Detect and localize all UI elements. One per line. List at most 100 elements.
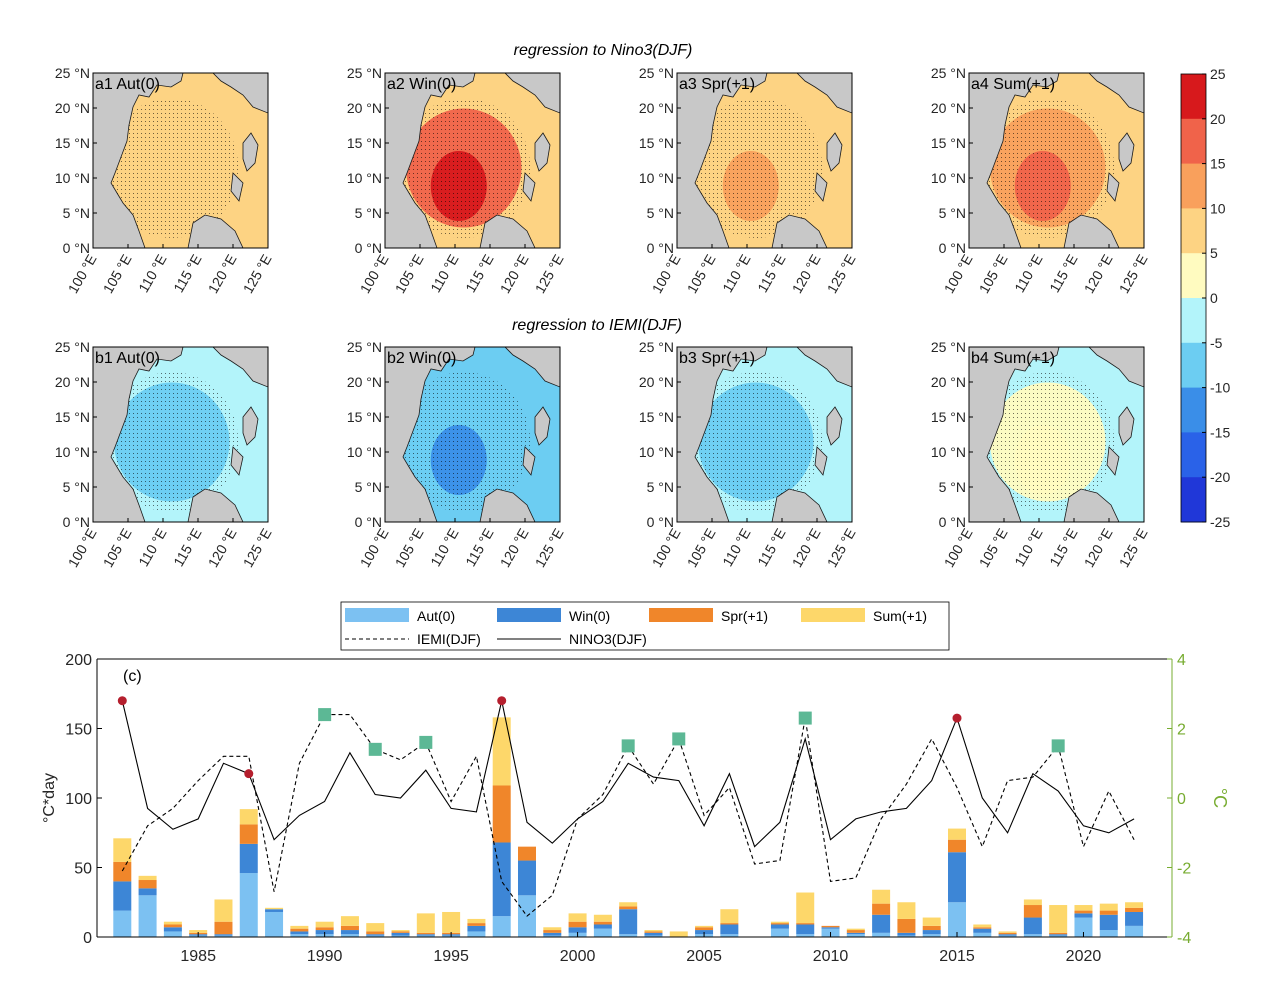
- bar-segment-aut-0-: [644, 935, 663, 937]
- bar-segment-win-0-: [872, 914, 891, 933]
- bar-segment-spr-1-: [1074, 910, 1093, 914]
- lat-tick-label: 20 °N: [639, 374, 674, 390]
- bar-segment-sum-1-: [467, 918, 486, 924]
- bar-segment-spr-1-: [593, 921, 612, 925]
- lon-tick-label: 100 °E: [357, 526, 392, 571]
- x-tick-label: 1990: [307, 948, 343, 965]
- lat-tick-label: 0 °N: [355, 240, 382, 256]
- map-significance-stippling: [689, 372, 823, 512]
- bar-segment-aut-0-: [1125, 925, 1144, 937]
- y-right-tick-label: 0: [1177, 791, 1186, 808]
- map-significance-stippling: [981, 98, 1115, 238]
- bar-segment-spr-1-: [619, 906, 638, 910]
- lat-tick-label: 20 °N: [55, 374, 90, 390]
- y-left-tick-label: 150: [65, 722, 92, 739]
- map-panel-label: a2 Win(0): [387, 76, 456, 93]
- lon-tick-label: 105 °E: [392, 526, 427, 571]
- lon-tick-label: 125 °E: [1116, 526, 1151, 571]
- lat-tick-label: 5 °N: [939, 479, 966, 495]
- bar-segment-spr-1-: [214, 921, 233, 935]
- bar-segment-spr-1-: [644, 931, 663, 933]
- bar-segment-spr-1-: [846, 930, 865, 933]
- map-panel-label: b2 Win(0): [387, 350, 456, 367]
- bar-segment-win-0-: [948, 852, 966, 903]
- bar-segment-win-0-: [1125, 911, 1144, 926]
- lon-tick-label: 120 °E: [789, 526, 824, 571]
- lat-tick-label: 0 °N: [355, 514, 382, 530]
- map-panel: a2 Win(0) 0 °N 5 °N 10 °N 15 °N 20 °N 25 °N 100…: [347, 65, 567, 296]
- map-frame: [92, 346, 269, 523]
- bar-segment-win-0-: [644, 932, 663, 936]
- bar-segment-sum-1-: [492, 717, 511, 786]
- lon-tick-label: 105 °E: [684, 252, 719, 297]
- bar-segment-spr-1-: [973, 927, 992, 929]
- bar-segment-sum-1-: [593, 914, 612, 922]
- colorbar-tick-label: 15: [1210, 156, 1226, 172]
- bar-segment-win-0-: [391, 932, 410, 936]
- lat-tick-label: 15 °N: [639, 409, 674, 425]
- bar-segment-aut-0-: [113, 910, 132, 937]
- lon-tick-label: 110 °E: [719, 252, 753, 296]
- legend-label: IEMI(DJF): [417, 631, 481, 647]
- lon-tick-label: 115 °E: [170, 252, 204, 296]
- bar-segment-sum-1-: [1023, 899, 1042, 906]
- bar-segment-spr-1-: [1125, 907, 1144, 912]
- bar-segment-aut-0-: [340, 934, 359, 937]
- y-right-tick-label: -4: [1177, 930, 1191, 947]
- legend-swatch: [801, 608, 865, 622]
- lat-tick-label: 5 °N: [63, 205, 90, 221]
- iemi-event-marker: [621, 739, 635, 753]
- lon-tick-label: 105 °E: [684, 526, 719, 571]
- x-tick-label: 2020: [1066, 948, 1102, 965]
- legend-label: Sum(+1): [873, 608, 927, 624]
- map-panel: a3 Spr(+1) 0 °N 5 °N 10 °N 15 °N 20 °N 25 °N 10…: [639, 65, 859, 296]
- bar-segment-win-0-: [922, 930, 941, 935]
- bar-segment-win-0-: [897, 932, 916, 936]
- lat-tick-label: 25 °N: [931, 339, 966, 355]
- bar-segment-sum-1-: [948, 828, 966, 840]
- bar-segment-aut-0-: [897, 935, 916, 937]
- lon-tick-label: 125 °E: [824, 526, 859, 571]
- map-frame: [676, 72, 853, 249]
- bar-segment-spr-1-: [1099, 910, 1118, 915]
- bar-segment-spr-1-: [1049, 932, 1068, 935]
- colorbar-tick-label: -15: [1210, 424, 1230, 440]
- lon-tick-label: 120 °E: [497, 252, 532, 297]
- bar-segment-sum-1-: [113, 838, 132, 862]
- lat-tick-label: 20 °N: [931, 374, 966, 390]
- bar-segment-spr-1-: [467, 923, 486, 926]
- x-tick-label: 2005: [686, 948, 722, 965]
- el-nino-marker: [952, 713, 962, 723]
- bar-segment-aut-0-: [1074, 917, 1093, 937]
- lon-tick-label: 115 °E: [754, 526, 788, 570]
- lat-tick-label: 15 °N: [639, 135, 674, 151]
- bar-segment-win-0-: [467, 925, 486, 932]
- bar-segment-sum-1-: [214, 899, 233, 922]
- bar-segment-spr-1-: [897, 918, 916, 933]
- lon-tick-label: 115 °E: [1046, 252, 1080, 296]
- bar-segment-aut-0-: [922, 934, 941, 937]
- lon-tick-label: 115 °E: [462, 526, 496, 570]
- map-significance-stippling: [981, 372, 1115, 512]
- bar-segment-spr-1-: [340, 925, 359, 931]
- bar-segment-win-0-: [1074, 913, 1093, 918]
- bar-segment-sum-1-: [1074, 905, 1093, 911]
- bar-segment-win-0-: [796, 924, 815, 935]
- bar-segment-sum-1-: [391, 930, 410, 932]
- map-panel-label: b3 Spr(+1): [679, 350, 755, 367]
- bar-segment-aut-0-: [163, 931, 182, 937]
- lon-tick-label: 125 °E: [1116, 252, 1151, 297]
- lon-tick-label: 115 °E: [462, 252, 496, 296]
- colorbar-segment: [1181, 298, 1206, 344]
- bar-segment-win-0-: [290, 931, 309, 935]
- y-left-tick-label: 200: [65, 652, 92, 669]
- legend-swatch: [649, 608, 713, 622]
- nino3-line: [121, 700, 1135, 848]
- bar-segment-sum-1-: [973, 924, 992, 928]
- bar-segment-sum-1-: [695, 925, 714, 928]
- colorbar-tick-label: 0: [1210, 290, 1218, 306]
- legend-label: NINO3(DJF): [569, 631, 647, 647]
- map-significance-stippling: [397, 372, 531, 512]
- bar-segment-sum-1-: [922, 917, 941, 926]
- lat-tick-label: 25 °N: [347, 65, 382, 81]
